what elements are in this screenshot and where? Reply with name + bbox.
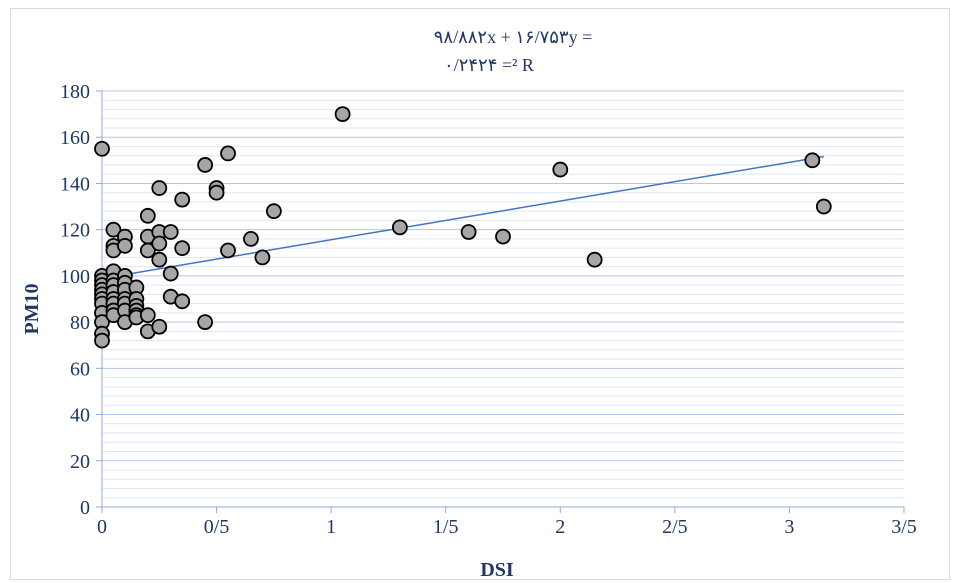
data-point: [174, 293, 191, 310]
axes: [96, 90, 905, 513]
x-tick-label: 0/5: [204, 516, 230, 538]
scatter-chart: 0 0/5 1 1/5 2 2/5 3 3/5 0 20 40 60 80 100 120 140 160 18…: [21, 27, 917, 581]
data-point: [94, 140, 110, 157]
data-points: [94, 106, 832, 349]
data-point: [460, 224, 477, 240]
x-tick-label: 2/5: [662, 516, 688, 538]
r-squared-label: ۰/۲۴۲۴ =² R: [444, 55, 534, 75]
data-point: [815, 198, 832, 215]
y-tick-label: 140: [60, 173, 90, 195]
data-point: [495, 228, 511, 245]
y-tick-label: 20: [70, 451, 90, 473]
y-tick-labels: 0 20 40 60 80 100 120 140 160 180: [60, 81, 90, 519]
data-point: [174, 240, 191, 257]
x-tick-label: 1: [326, 516, 336, 538]
data-point: [151, 251, 168, 268]
data-point: [162, 224, 179, 240]
y-tick-label: 60: [70, 358, 90, 380]
data-point: [139, 207, 156, 224]
data-point: [334, 106, 351, 123]
chart-frame: 0 0/5 1 1/5 2 2/5 3 3/5 0 20 40 60 80 100 120 140 160 18…: [10, 8, 950, 581]
y-tick-label: 180: [60, 81, 90, 103]
data-point: [586, 251, 603, 268]
data-point: [197, 157, 214, 173]
y-axis-title: PM10: [21, 283, 43, 334]
data-point: [243, 231, 259, 247]
y-tick-label: 0: [80, 497, 90, 519]
data-point: [174, 191, 191, 208]
x-tick-label: 2: [555, 516, 565, 538]
data-point: [265, 203, 282, 220]
data-point: [220, 242, 236, 259]
minor-gridlines: [102, 99, 904, 499]
data-point: [139, 242, 156, 259]
y-tick-label: 120: [60, 220, 90, 242]
linear-trendline: [101, 155, 824, 280]
x-tick-label: 1/5: [433, 516, 459, 538]
data-point: [151, 235, 168, 252]
data-point: [254, 249, 271, 266]
data-point: [151, 318, 168, 335]
data-point: [220, 145, 236, 162]
data-point: [94, 332, 110, 349]
data-point: [552, 161, 569, 178]
x-tick-label: 3: [784, 516, 794, 538]
data-point: [197, 314, 214, 331]
y-tick-label: 40: [70, 405, 90, 427]
trend-equation: ۹۸/۸۸۲x + ۱۶/۷۵۳y =: [434, 27, 592, 47]
x-tick-labels: 0 0/5 1 1/5 2 2/5 3 3/5: [97, 516, 917, 538]
y-tick-label: 100: [60, 266, 90, 288]
data-point: [139, 307, 156, 324]
trendline: [101, 155, 824, 280]
data-point: [105, 221, 122, 238]
data-point: [162, 265, 179, 282]
data-point: [804, 152, 821, 169]
data-point: [391, 219, 408, 236]
x-tick-label: 0: [97, 516, 107, 538]
x-tick-label: 3/5: [891, 516, 917, 538]
y-tick-label: 80: [70, 312, 90, 334]
y-tick-label: 160: [60, 127, 90, 149]
data-point: [117, 237, 133, 254]
major-gridlines: [102, 90, 904, 462]
data-point: [151, 180, 168, 196]
data-point: [208, 184, 225, 201]
x-axis-title: DSI: [480, 559, 514, 581]
